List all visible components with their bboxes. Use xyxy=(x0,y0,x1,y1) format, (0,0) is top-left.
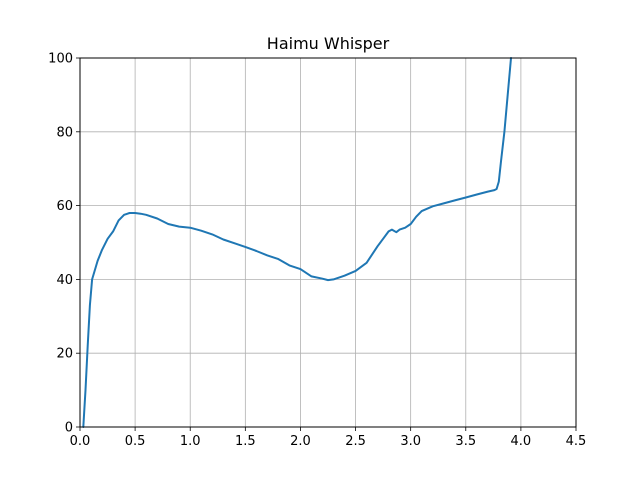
axes-frame xyxy=(79,57,577,428)
y-tick-label: 60 xyxy=(56,199,73,214)
x-tick-label: 3.0 xyxy=(400,434,421,449)
x-tick-label: 3.5 xyxy=(455,434,476,449)
y-tick-label: 20 xyxy=(56,347,73,362)
chart-title: Haimu Whisper xyxy=(267,34,390,53)
plot-area xyxy=(82,57,512,428)
x-tick-label: 2.0 xyxy=(290,434,311,449)
x-tick-label: 4.0 xyxy=(511,434,532,449)
series-line xyxy=(82,57,512,428)
x-tick-label: 0.0 xyxy=(70,434,91,449)
x-tick-label: 4.5 xyxy=(566,434,587,449)
x-tick-label: 1.0 xyxy=(180,434,201,449)
y-tick-label: 80 xyxy=(56,125,73,140)
x-tick-label: 0.5 xyxy=(125,434,146,449)
x-axis: 0.0 0.5 1.0 1.5 2.0 2.5 3.0 3.5 4.0 4.5 xyxy=(70,427,587,449)
x-tick-label: 2.5 xyxy=(345,434,366,449)
y-tick-label: 100 xyxy=(48,52,73,67)
y-tick-label: 0 xyxy=(65,421,73,436)
y-tick-label: 40 xyxy=(56,273,73,288)
x-tick-label: 1.5 xyxy=(235,434,256,449)
y-axis: 0 20 40 60 80 100 xyxy=(48,52,80,436)
